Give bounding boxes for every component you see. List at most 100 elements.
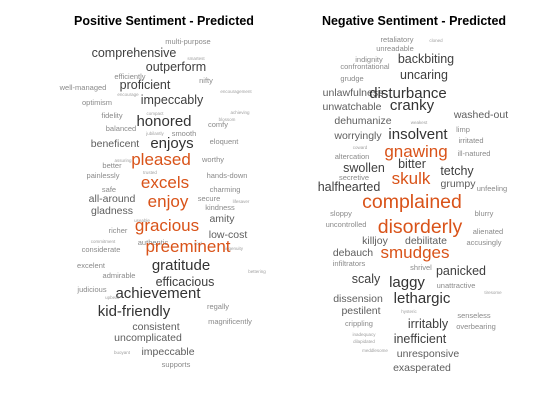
negative-word-infiltrators: infiltrators xyxy=(333,259,366,268)
positive-word-excels: excels xyxy=(141,173,189,192)
negative-word-halfhearted: halfhearted xyxy=(318,180,381,194)
negative-word-smudges: smudges xyxy=(381,243,450,262)
negative-word-pestilent: pestilent xyxy=(341,305,380,317)
positive-word-commitment: commitment xyxy=(91,239,116,244)
positive-word-useable: useable xyxy=(134,218,150,223)
positive-word-smartest: smartest xyxy=(187,56,205,61)
positive-word-achievement: achievement xyxy=(115,285,201,302)
negative-word-shrivel: shrivel xyxy=(410,263,432,272)
positive-word-pleased: pleased xyxy=(131,150,191,169)
negative-word-altercation: altercation xyxy=(335,152,370,161)
negative-word-unwatchable: unwatchable xyxy=(323,101,382,113)
positive-word-compact: compact xyxy=(146,111,164,116)
negative-word-insolvent: insolvent xyxy=(388,126,448,143)
positive-word-gracious: gracious xyxy=(135,216,199,235)
positive-word-ingenuity: ingenuity xyxy=(225,246,244,251)
negative-word-unfeeling: unfeeling xyxy=(477,184,507,193)
positive-word-bettering: bettering xyxy=(248,269,266,274)
negative-word-dissension: dissension xyxy=(333,293,383,305)
positive-word-safe: safe xyxy=(102,185,116,194)
positive-word-impeccable: impeccable xyxy=(141,346,194,358)
positive-word-trusted: trusted xyxy=(143,170,157,175)
negative-word-meddlesome: meddlesome xyxy=(362,348,388,353)
positive-word-efficacious: efficacious xyxy=(156,275,215,289)
negative-word-killjoy: killjoy xyxy=(362,235,388,247)
positive-word-blossom: blossom xyxy=(219,117,236,122)
positive-word-lifesaver: lifesaver xyxy=(233,199,250,204)
positive-word-multi-purpose: multi-purpose xyxy=(165,37,210,46)
negative-word-indignity: indignity xyxy=(355,55,383,64)
negative-word-irritated: irritated xyxy=(458,136,483,145)
positive-word-consistent: consistent xyxy=(132,321,179,333)
positive-word-amity: amity xyxy=(209,213,235,225)
negative-word-senseless: senseless xyxy=(457,311,491,320)
negative-word-disturbance: disturbance xyxy=(369,85,447,102)
negative-word-lethargic: lethargic xyxy=(394,290,451,307)
positive-word-gratitude: gratitude xyxy=(152,257,210,274)
positive-word-enjoys: enjoys xyxy=(150,135,193,152)
negative-word-grudge: grudge xyxy=(340,74,363,83)
negative-word-worryingly: worryingly xyxy=(333,130,382,142)
negative-word-secretive: secretive xyxy=(339,173,369,182)
positive-word-efficiently: efficiently xyxy=(114,72,145,81)
negative-word-uncaring: uncaring xyxy=(400,68,448,82)
positive-word-gladness: gladness xyxy=(91,205,133,217)
negative-word-dehumanize: dehumanize xyxy=(334,115,391,127)
negative-word-laggy: laggy xyxy=(389,274,425,291)
negative-word-washed-out: washed-out xyxy=(453,109,508,121)
negative-word-confrontational: confrontational xyxy=(340,62,390,71)
negative-word-blurry: blurry xyxy=(475,209,494,218)
negative-word-accusingly: accusingly xyxy=(466,238,501,247)
positive-word-supports: supports xyxy=(162,360,191,369)
positive-word-hands-down: hands-down xyxy=(207,171,248,180)
positive-word-enjoy: enjoy xyxy=(148,192,189,211)
negative-word-dilapidated: dilapidated xyxy=(353,339,375,344)
negative-word-alienated: alienated xyxy=(473,227,503,236)
negative-word-crippling: crippling xyxy=(345,319,373,328)
negative-word-retaliatory: retaliatory xyxy=(381,35,414,44)
positive-word-well-managed: well-managed xyxy=(59,83,107,92)
positive-word-honored: honored xyxy=(136,113,191,130)
negative-word-debilitate: debilitate xyxy=(405,235,447,247)
positive-word-richer: richer xyxy=(109,226,128,235)
positive-word-encouragement: encouragement xyxy=(220,89,252,94)
positive-word-fidelity: fidelity xyxy=(101,111,123,120)
negative-word-inefficient: inefficient xyxy=(394,332,447,346)
positive-word-nifty: nifty xyxy=(199,76,213,85)
positive-word-jubilantly: jubilantly xyxy=(145,131,164,136)
negative-word-cloned: cloned xyxy=(429,38,443,43)
positive-word-all-around: all-around xyxy=(89,193,136,205)
negative-word-bitter: bitter xyxy=(398,157,426,171)
negative-word-weakest: weakest xyxy=(411,120,428,125)
positive-cloud-title: Positive Sentiment - Predicted xyxy=(74,14,254,28)
negative-word-swollen: swollen xyxy=(343,161,385,175)
positive-word-judicious: judicious xyxy=(76,285,106,294)
positive-word-regally: regally xyxy=(207,302,229,311)
negative-word-tiresome: tiresome xyxy=(484,290,502,295)
negative-word-unlawfulness: unlawfulness xyxy=(323,87,384,99)
positive-word-kid-friendly: kid-friendly xyxy=(98,303,171,320)
positive-word-comfy: comfy xyxy=(208,120,228,129)
positive-word-optimism: optimism xyxy=(82,98,112,107)
positive-word-authentic: authentic xyxy=(138,238,169,247)
positive-word-low-cost: low-cost xyxy=(209,229,248,241)
negative-word-unresponsive: unresponsive xyxy=(397,348,460,360)
positive-word-cool: cool xyxy=(194,241,202,246)
positive-word-admirable: admirable xyxy=(103,271,136,280)
negative-word-irritably: irritably xyxy=(408,317,449,331)
negative-cloud-title: Negative Sentiment - Predicted xyxy=(322,14,506,28)
positive-word-magnificently: magnificently xyxy=(208,317,252,326)
positive-word-preeminent: preeminent xyxy=(145,237,230,256)
positive-word-considerate: considerate xyxy=(82,245,121,254)
negative-word-unreadable: unreadable xyxy=(376,44,414,53)
positive-word-secure: secure xyxy=(198,194,221,203)
negative-word-exasperated: exasperated xyxy=(393,362,451,374)
negative-word-scaly: scaly xyxy=(352,272,381,286)
positive-word-outperform: outperform xyxy=(146,60,206,74)
positive-word-upbeat: upbeat xyxy=(105,295,120,300)
negative-word-backbiting: backbiting xyxy=(398,52,454,66)
negative-word-debauch: debauch xyxy=(333,247,373,259)
negative-word-ill-natured: ill-natured xyxy=(458,149,491,158)
positive-word-achieving: achieving xyxy=(230,110,250,115)
